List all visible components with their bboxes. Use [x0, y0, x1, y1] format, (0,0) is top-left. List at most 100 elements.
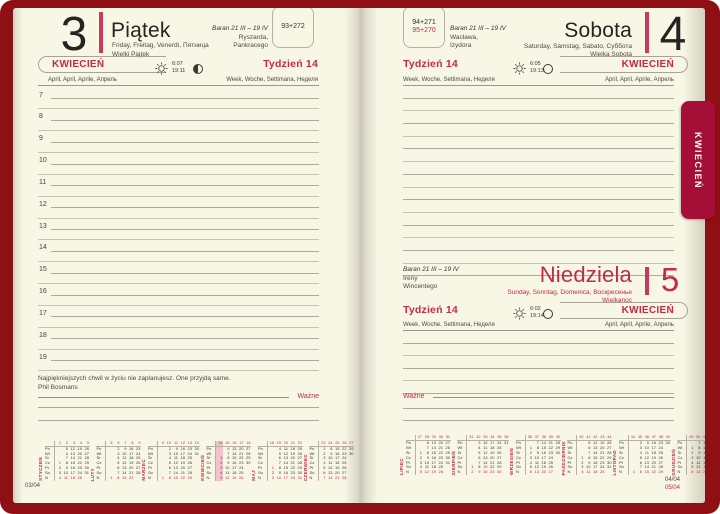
header-divider	[403, 330, 674, 331]
mini-calendar-month-label: LISTOPAD	[612, 449, 617, 476]
day-of-year-sunday: 95+270	[412, 27, 436, 34]
mini-calendar-grid: 40 41 42 43 44 Pn 5 12 19 26 Wt 6 13 20 27 Śr 7 14 21 28 Cz 1…	[567, 435, 612, 476]
hour-line	[51, 316, 319, 318]
half-hour-line	[38, 108, 319, 110]
day-name-sunday: Niedziela	[539, 262, 632, 287]
sunrise-time: 6:05	[530, 61, 541, 67]
page-footer-left: 03/04	[25, 483, 41, 489]
half-hour-line	[38, 304, 319, 306]
hour-line	[51, 229, 319, 231]
day-number-sunday: 5	[660, 261, 680, 298]
mini-calendar-month-label: WRZESIEŃ	[509, 448, 514, 476]
ruled-line	[403, 213, 674, 226]
mini-calendar: SIERPIEŃ 31 32 33 34 35 36 Pn 3 10 17 24 31 Wt 4 11 18 25…	[451, 435, 509, 476]
week-number: Tydzień 14	[403, 58, 458, 70]
holiday-label: Wielka Sobota	[590, 50, 632, 58]
mini-calendar-month-label: KWIECIEŃ	[199, 455, 205, 481]
hour-slot: 17	[38, 306, 319, 328]
moon-phase-icon	[543, 64, 553, 74]
month-translations: April, April, Aprile, Апрель	[48, 77, 118, 83]
day-translations: Saturday, Samstag, Sabato, Суббота	[523, 42, 632, 50]
mini-calendars-left: STYCZEŃ 1 2 3 4 5 Pn 5 12 19 26 Wt 6 13 20 27 Śr 7 14 21 28 C…	[38, 435, 354, 481]
week-number: Tydzień 14	[263, 58, 318, 70]
hour-slot: 9	[38, 131, 319, 154]
sunday-lines	[403, 331, 674, 394]
mini-calendar-grid: 31 32 33 34 35 36 Pn 3 10 17 24 31 Wt 4 11 18 25 Śr 5 12 19 2…	[457, 435, 509, 476]
hour-line	[51, 98, 319, 99]
half-hour-line	[38, 348, 319, 350]
sunset-time: 19:13	[530, 67, 544, 74]
important-label: Ważne	[403, 393, 425, 400]
ruled-line	[403, 381, 674, 394]
half-hour-line	[38, 173, 319, 175]
mini-calendar: MARZEC 9 10 11 12 13 14 Pn 2 9 16 23 30 Wt 3 10 17 24 31 Śr…	[141, 440, 200, 481]
ruled-line	[403, 264, 674, 277]
half-hour-line	[38, 217, 319, 219]
day-translations: Friday, Freitag, Venerdì, Пятница	[112, 42, 209, 49]
moon-phase-icon	[193, 64, 203, 74]
important-row: Ważne	[38, 390, 319, 400]
half-hour-line	[38, 326, 319, 328]
hour-slot: 13	[38, 219, 319, 241]
month-name: KWIECIEŃ	[621, 305, 674, 316]
mini-calendar-grid: 9 10 11 12 13 14 Pn 2 9 16 23 30 Wt 3 10 17 24 31 Śr 4 11 18 2…	[147, 440, 200, 481]
ruled-line	[403, 86, 674, 99]
ruled-line	[403, 111, 674, 125]
day-of-year-box: 93+272	[272, 8, 314, 48]
page-gutter	[344, 8, 378, 503]
mini-calendar: WRZESIEŃ 36 37 38 39 40 Pn 7 14 21 28 Wt 1 8 15 22 29 Śr 2…	[509, 435, 561, 476]
ruled-line	[403, 344, 674, 356]
ruled-line	[38, 408, 319, 421]
hour-label: 19	[39, 353, 47, 361]
sun-times: 6:05 19:13	[530, 61, 544, 75]
mini-calendar-grid: 14 15 16 17 18 Pn 6 13 20 27 Wt 7 14 21 28 Śr 1 8 15 22 29 Cz…	[206, 440, 251, 481]
hour-slot: 15	[38, 262, 319, 285]
month-name: KWIECIEŃ	[52, 59, 105, 70]
month-pill: KWIECIEŃ	[38, 56, 166, 73]
nameday: Wacława,	[450, 34, 478, 41]
sun-icon	[513, 307, 526, 320]
week-number: Tydzień 14	[403, 304, 458, 316]
mini-calendars-right: LIPIEC 27 28 29 30 31 Pn 6 13 20 27 Wt 7 14 21 28 Śr 1 8 15…	[399, 435, 705, 476]
hour-line	[51, 119, 319, 121]
moon-phase-icon	[543, 309, 553, 319]
mini-calendar-grid: 36 37 38 39 40 Pn 7 14 21 28 Wt 1 8 15 22 29 Śr 2 9 16 23 30 C…	[515, 435, 561, 476]
day-of-year: 93+272	[281, 22, 305, 30]
mini-calendar-month-label: MAJ	[251, 470, 256, 481]
mini-calendar-grid: 27 28 29 30 31 Pn 6 13 20 27 Wt 7 14 21 28 Śr 1 8 15 22 29 Cz…	[405, 435, 451, 476]
hour-slot: 19	[38, 350, 319, 372]
month-translations: April, April, Aprile, Апрель	[604, 322, 674, 328]
hour-slot: 12	[38, 197, 319, 219]
hour-slot: 11	[38, 175, 319, 197]
ruled-line	[403, 369, 674, 381]
week-translations: Week, Woche, Settimana, Неделя	[403, 77, 495, 83]
mini-calendar: MAJ 18 19 20 21 22 Pn 4 11 18 25 Wt 5 12 19 26 Śr 6 13 20 27…	[251, 440, 303, 481]
important-label: Ważne	[297, 393, 319, 400]
day-separator-bar	[645, 12, 649, 53]
page-footer-right: 04/04 05/04	[600, 477, 680, 492]
sun-times: 6:02 19:14	[530, 306, 544, 320]
header-divider	[403, 85, 674, 86]
ruled-line	[403, 175, 674, 188]
important-row: Ważne	[403, 390, 674, 400]
ruled-line	[403, 409, 674, 421]
ruled-line	[403, 162, 674, 175]
mini-calendar-grid: 4950515253Pn7142128Wt18152229Śr29162330C…	[677, 435, 705, 476]
mini-calendar-grid: 44 45 46 47 48 49 Pn 2 9 16 23 30 Wt 3 10 17 24 Śr 4 11 18 25…	[618, 435, 671, 476]
month-tab-april[interactable]: KWIECIEŃ	[681, 101, 715, 219]
important-line	[38, 397, 290, 398]
zodiac-label: Baran 21 III – 19 IV	[450, 25, 507, 32]
mini-calendar: STYCZEŃ 1 2 3 4 5 Pn 5 12 19 26 Wt 6 13 20 27 Śr 7 14 21 28 C…	[38, 440, 90, 481]
hour-label: 11	[39, 178, 47, 186]
half-hour-line	[38, 130, 319, 132]
hour-label: 12	[39, 200, 47, 208]
footer-date-saturday: 04/04	[664, 477, 680, 483]
holiday-label: Wielkanoc	[602, 297, 632, 304]
diary-pages: 3 Piątek Friday, Freitag, Venerdì, Пятни…	[13, 8, 705, 503]
day-separator-bar	[99, 12, 103, 53]
hour-label: 16	[39, 288, 47, 296]
hour-label: 9	[39, 135, 43, 143]
day-name-saturday: Sobota	[564, 19, 632, 42]
hour-slot: 7	[38, 88, 319, 110]
